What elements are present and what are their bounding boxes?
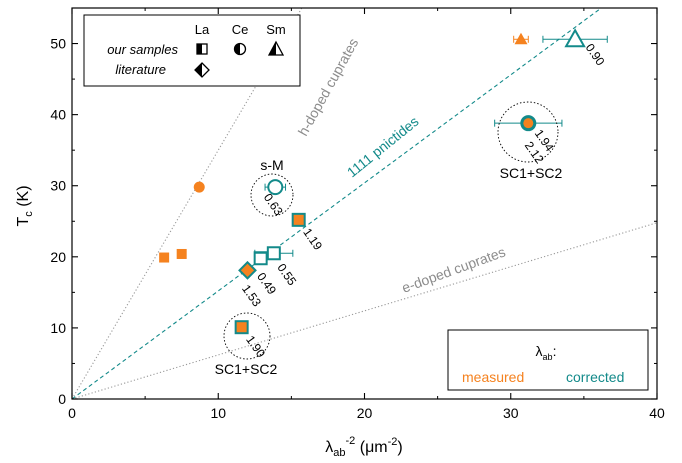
legend-square-half-symbol	[196, 43, 208, 55]
corrected-circle-open-point	[267, 179, 284, 196]
legend-colors-frame	[447, 329, 649, 391]
line-label-h-doped: h-doped cuprates	[295, 35, 362, 138]
measured-circle-point	[193, 181, 205, 193]
point-label: 1.19	[300, 226, 325, 253]
legend-colors-title: λab:	[536, 343, 557, 362]
x-axis-label: λab-2 (μm-2)	[325, 435, 402, 459]
x-tick-label: 20	[357, 405, 373, 421]
legend-col-sm: Sm	[266, 22, 286, 37]
reference-lines	[72, 8, 657, 399]
measured-triangle-point	[514, 32, 528, 45]
measured-square-point	[159, 252, 170, 263]
x-tick-label: 10	[210, 405, 226, 421]
annotation-sc-low: SC1+SC2	[215, 361, 278, 377]
ref-line-1	[72, 8, 603, 399]
legend-row-literature: literature	[115, 62, 166, 77]
point-label: 0.63	[261, 191, 286, 218]
x-tick-label: 30	[503, 405, 519, 421]
legend-materials-frame	[83, 14, 301, 87]
legend-col-la: La	[195, 22, 210, 37]
legend-colors: λab: measured corrected	[447, 329, 649, 391]
legend-circle-half-symbol	[233, 42, 247, 56]
legend-corrected-label: corrected	[566, 369, 624, 385]
point-labels: 1.901.530.490.551.190.631.942.120.90	[239, 41, 608, 360]
point-label: 0.90	[583, 41, 608, 68]
legend-materials: La Ce Sm our samples literature	[83, 14, 301, 87]
y-axis-label: Tc (K)	[15, 185, 35, 226]
corrected-diamond-point	[238, 260, 257, 280]
annotation-s-m: s-M	[260, 157, 283, 173]
corrected-square-filled-point	[291, 212, 306, 227]
corrected-circle-inner-point	[523, 118, 534, 129]
legend-triangle-half-symbol	[267, 40, 285, 56]
annotation-sc-high: SC1+SC2	[500, 165, 563, 181]
line-label-pnictides: 1111 pnictides	[344, 113, 422, 180]
measured-square-point	[176, 248, 187, 259]
legend-col-ce: Ce	[232, 22, 249, 37]
y-tick-label: 10	[50, 320, 66, 336]
highlight-circle-sc-low	[223, 312, 271, 360]
corrected-square-open-point	[266, 246, 281, 261]
x-tick-label: 40	[649, 405, 665, 421]
corrected-square-open-point	[253, 251, 268, 266]
y-tick-label: 40	[50, 107, 66, 123]
legend-diamond-half-symbol	[194, 62, 210, 78]
legend-row-our-samples: our samples	[107, 42, 178, 57]
corrected-triangle-open-point	[564, 28, 586, 48]
y-tick-label: 0	[58, 391, 66, 407]
y-tick-label: 30	[50, 178, 66, 194]
point-label: 0.55	[274, 261, 299, 288]
line-label-e-doped: e-doped cuprates	[400, 244, 508, 296]
point-label: 1.90	[243, 333, 268, 360]
y-tick-label: 20	[50, 249, 66, 265]
axis-ticks: 0 10 20 30 40 0 10 20 30 40 50	[50, 8, 665, 421]
y-tick-label: 50	[50, 36, 66, 52]
data-markers	[159, 28, 608, 335]
corrected-square-filled-point	[234, 320, 249, 335]
highlight-circle-s-m	[250, 173, 294, 217]
legend-measured-label: measured	[462, 369, 524, 385]
x-tick-label: 0	[68, 405, 76, 421]
highlight-circle-sc-high	[497, 101, 559, 163]
